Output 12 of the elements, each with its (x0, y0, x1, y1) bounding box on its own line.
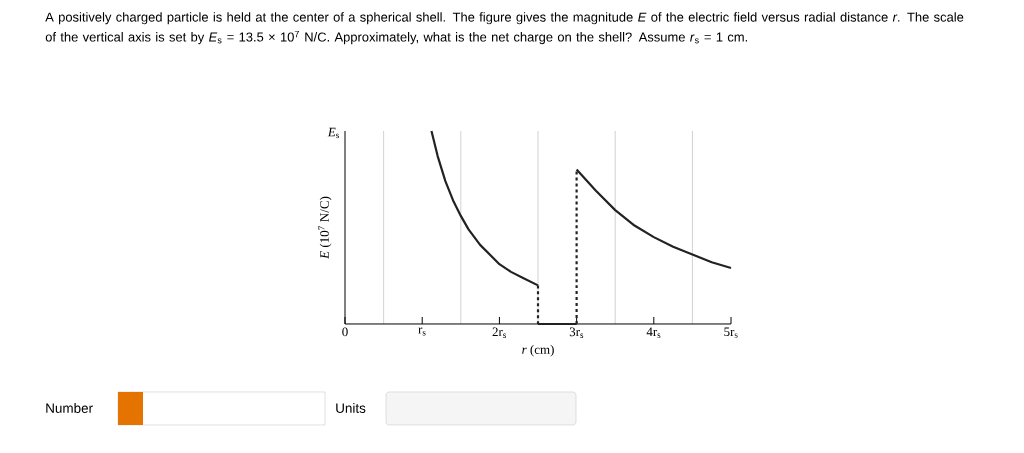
x-tick-label: 3r$_{s}$ (569, 327, 584, 338)
text: Number (46, 403, 93, 413)
text: Units (336, 403, 366, 413)
text: E$_{s}$ (327, 127, 339, 139)
x-tick-label: 0 (342, 327, 348, 337)
x-tick-label: 2r$_{s}$ (492, 327, 506, 338)
x-tick-label: 5r$_{s}$ (724, 327, 738, 338)
y-axis-title: E (10$^{7}$ N/C) (318, 196, 332, 259)
chart-title: A positively charged particle is held at the center of a spherical shell. The figure gives the magnitude E of the electric field versus radial distance r. The scale of the vertical axis is set by E$_{s}$ = 13.5 × 10$^{7}$ N/C. Approximately, what is the net charge on the shell? Assume r$_{s}$ = 1 cm. (45, 12, 964, 45)
x-tick-label: r$_{s}$ (418, 327, 426, 336)
x-axis-title: r (cm) (522, 344, 554, 357)
x-tick-label: 4r$_{s}$ (646, 327, 661, 338)
